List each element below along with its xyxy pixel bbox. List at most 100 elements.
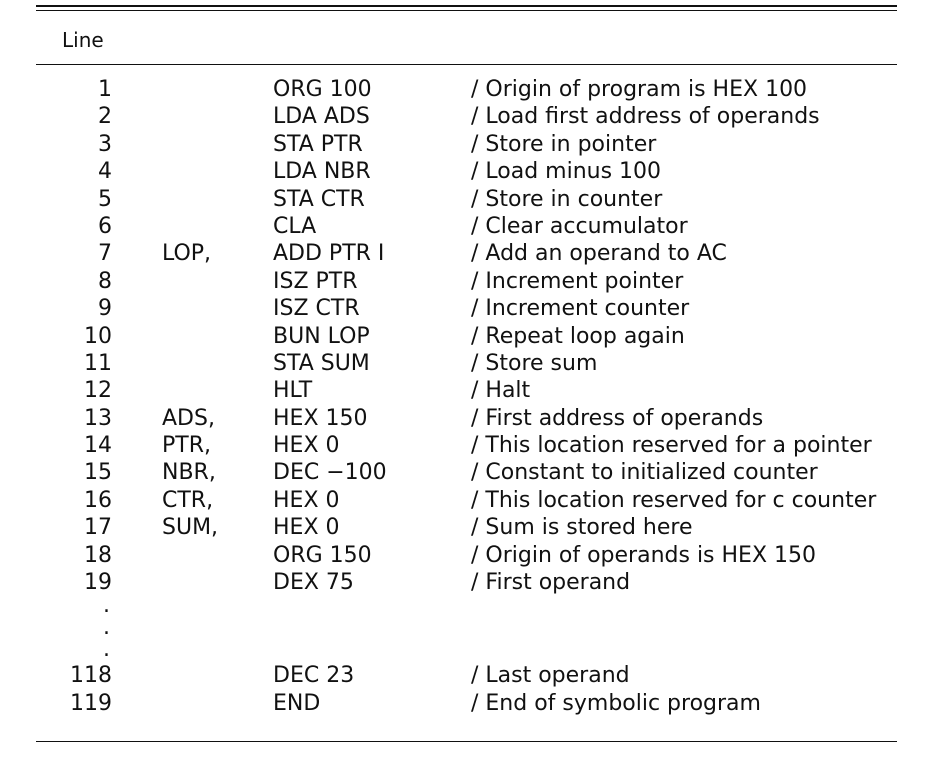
line-number: 3 <box>98 131 112 157</box>
line-number: 17 <box>84 515 112 541</box>
instruction: END <box>273 690 321 716</box>
instruction: DEC 23 <box>273 663 355 689</box>
line-number: 10 <box>84 323 112 349</box>
comment: / Origin of operands is HEX 150 <box>471 542 817 568</box>
symbol-label: CTR, <box>162 487 214 513</box>
instruction: HEX 0 <box>273 487 340 513</box>
instruction: CLA <box>273 213 317 239</box>
listing-row: 2 LDA ADS / Load first address of operands <box>0 103 952 130</box>
symbol-label: NBR, <box>162 460 216 486</box>
header-rule <box>36 64 897 65</box>
listing-row: 18 ORG 150 / Origin of operands is HEX 150 <box>0 542 952 569</box>
line-number: 15 <box>84 460 112 486</box>
line-number: 118 <box>70 663 112 689</box>
listing-row: 3 STA PTR / Store in pointer <box>0 131 952 158</box>
instruction: DEX 75 <box>273 570 354 596</box>
line-number: 2 <box>98 104 112 130</box>
comment: / Constant to initialized counter <box>471 460 818 486</box>
line-number: 18 <box>84 542 112 568</box>
symbol-label: ADS, <box>162 405 215 431</box>
ellipsis-row: . <box>0 615 952 641</box>
listing-row: 16 CTR, HEX 0 / This location reserved for … <box>0 487 952 514</box>
line-number: 1 <box>98 77 112 102</box>
line-number: 7 <box>98 241 112 267</box>
line-number: 6 <box>98 213 112 239</box>
line-number: 14 <box>84 433 112 459</box>
comment: / Sum is stored here <box>471 515 693 541</box>
listing-row: 10 BUN LOP / Repeat loop again <box>0 323 952 350</box>
line-number: 5 <box>98 186 112 212</box>
instruction: STA CTR <box>273 186 365 212</box>
listing-row: 12 HLT / Halt <box>0 377 952 404</box>
top-rule-thin <box>36 10 897 11</box>
instruction: HEX 0 <box>273 515 340 541</box>
listing-row: 19 DEX 75 / First operand <box>0 569 952 596</box>
instruction: ORG 150 <box>273 542 372 568</box>
line-number: 119 <box>70 690 112 716</box>
line-number: 4 <box>98 159 112 185</box>
instruction: BUN LOP <box>273 323 370 349</box>
comment: / Increment pointer <box>471 268 684 294</box>
listing-row: 5 STA CTR / Store in counter <box>0 186 952 213</box>
comment: / First address of operands <box>471 405 764 431</box>
listing-row: 11 STA SUM / Store sum <box>0 350 952 377</box>
instruction: STA PTR <box>273 131 363 157</box>
listing-row: 1 ORG 100 / Origin of program is HEX 100 <box>0 76 952 103</box>
ellipsis-row: . <box>0 637 952 663</box>
instruction: LDA NBR <box>273 159 371 185</box>
ellipsis-row: . <box>0 593 952 619</box>
instruction: ORG 100 <box>273 77 372 102</box>
comment: / Last operand <box>471 663 630 689</box>
listing-row: 17 SUM, HEX 0 / Sum is stored here <box>0 514 952 541</box>
line-number: 9 <box>98 296 112 322</box>
ellipsis-dot: . <box>103 615 110 641</box>
listing-row: 15 NBR, DEC −100 / Constant to initialized … <box>0 459 952 486</box>
listing-row: 8 ISZ PTR / Increment pointer <box>0 268 952 295</box>
comment: / This location reserved for c counter <box>471 487 877 513</box>
instruction: LDA ADS <box>273 104 370 130</box>
comment: / Store in counter <box>471 186 663 212</box>
program-listing: 1 ORG 100 / Origin of program is HEX 100 2 L… <box>0 76 952 717</box>
line-number: 12 <box>84 378 112 404</box>
ellipsis-dot: . <box>103 593 110 619</box>
symbol-label: PTR, <box>162 433 211 459</box>
comment: / First operand <box>471 570 631 596</box>
comment: / Load first address of operands <box>471 104 820 130</box>
symbol-label: SUM, <box>162 515 219 541</box>
instruction: STA SUM <box>273 350 370 376</box>
line-number: 11 <box>84 350 112 376</box>
top-rule-thick <box>36 5 897 7</box>
bottom-rule <box>36 741 897 742</box>
line-number: 16 <box>84 487 112 513</box>
comment: / Store sum <box>471 350 598 376</box>
line-number: 8 <box>98 268 112 294</box>
listing-row: 14 PTR, HEX 0 / This location reserved for … <box>0 432 952 459</box>
ellipsis-dot: . <box>103 637 110 663</box>
instruction: ISZ PTR <box>273 268 358 294</box>
instruction: ISZ CTR <box>273 296 360 322</box>
listing-row: 118 DEC 23 / Last operand <box>0 662 952 689</box>
instruction: HLT <box>273 378 313 404</box>
column-header-line: Line <box>62 28 104 52</box>
comment: / Load minus 100 <box>471 159 662 185</box>
comment: / Clear accumulator <box>471 213 688 239</box>
comment: / Increment counter <box>471 296 690 322</box>
line-number: 13 <box>84 405 112 431</box>
instruction: ADD PTR I <box>273 241 385 267</box>
listing-row: 9 ISZ CTR / Increment counter <box>0 295 952 322</box>
symbol-label: LOP, <box>162 241 212 267</box>
listing-row: 6 CLA / Clear accumulator <box>0 213 952 240</box>
instruction: HEX 150 <box>273 405 368 431</box>
instruction: DEC −100 <box>273 460 387 486</box>
comment: / Halt <box>471 378 531 404</box>
line-number: 19 <box>84 570 112 596</box>
listing-row: 4 LDA NBR / Load minus 100 <box>0 158 952 185</box>
comment: / Store in pointer <box>471 131 657 157</box>
instruction: HEX 0 <box>273 433 340 459</box>
comment: / Add an operand to AC <box>471 241 727 267</box>
comment: / Repeat loop again <box>471 323 685 349</box>
comment: / End of symbolic program <box>471 690 761 716</box>
comment: / Origin of program is HEX 100 <box>471 77 808 102</box>
listing-row: 7 LOP, ADD PTR I / Add an operand to AC <box>0 240 952 267</box>
